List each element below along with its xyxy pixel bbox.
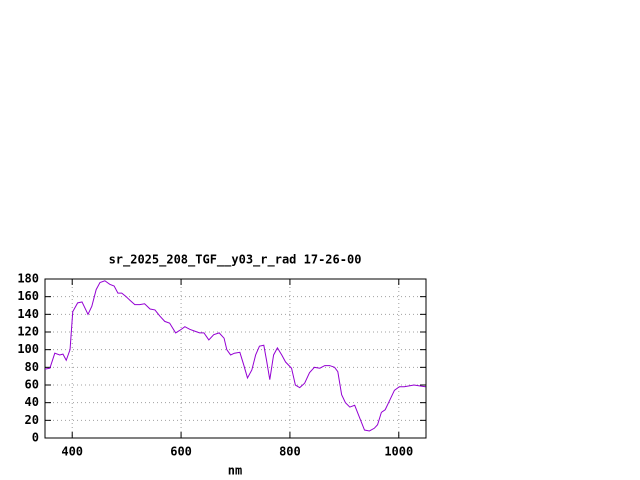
x-axis-label: nm [228, 464, 242, 478]
y-tick-label: 100 [17, 342, 39, 356]
y-tick-label: 40 [25, 395, 39, 409]
y-tick-label: 120 [17, 325, 39, 339]
y-tick-label: 180 [17, 272, 39, 286]
y-tick-label: 0 [32, 431, 39, 445]
x-tick-label: 400 [61, 445, 83, 459]
x-tick-label: 800 [279, 445, 301, 459]
y-tick-label: 60 [25, 378, 39, 392]
y-tick-label: 20 [25, 413, 39, 427]
x-tick-label: 600 [170, 445, 192, 459]
x-tick-label: 1000 [384, 445, 413, 459]
plot-border [44, 278, 427, 439]
y-tick-label: 80 [25, 360, 39, 374]
y-tick-label: 160 [17, 289, 39, 303]
chart-title: sr_2025_208_TGF__y03_r_rad 17-26-00 [109, 253, 362, 268]
data-line [44, 280, 426, 432]
y-tick-label: 140 [17, 307, 39, 321]
